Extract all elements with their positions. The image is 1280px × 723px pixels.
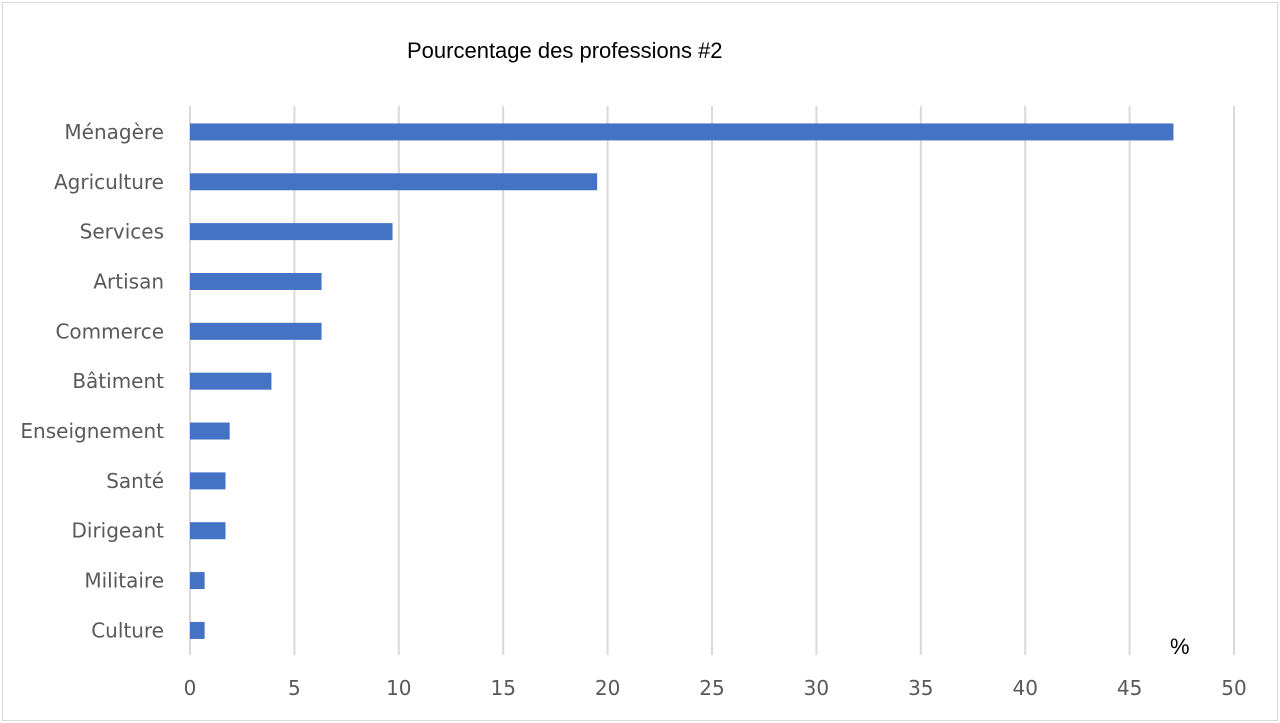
x-tick-label: 40 <box>1012 676 1037 700</box>
category-label: Services <box>80 220 164 244</box>
category-label: Enseignement <box>20 419 164 443</box>
bar <box>190 372 272 390</box>
x-tick-label: 5 <box>288 676 301 700</box>
category-label: Culture <box>91 618 164 642</box>
category-label: Santé <box>106 469 164 493</box>
x-tick-labels: 0 5 10 15 20 25 30 35 40 45 50 <box>184 676 1247 700</box>
category-label: Commerce <box>55 319 164 343</box>
gridlines <box>189 106 1235 655</box>
x-tick-label: 10 <box>386 676 411 700</box>
category-label: Artisan <box>93 269 164 293</box>
bar <box>190 422 230 440</box>
bar <box>190 173 598 191</box>
bar <box>190 621 205 639</box>
x-tick-label: 50 <box>1221 676 1246 700</box>
chart-title: Pourcentage des professions #2 <box>407 38 723 63</box>
x-axis-unit-label: % <box>1170 634 1190 659</box>
x-tick-label: 15 <box>490 676 515 700</box>
bar <box>190 272 322 290</box>
category-labels: Ménagère Agriculture Services Artisan Commer… <box>20 120 164 642</box>
category-label: Dirigeant <box>71 519 164 543</box>
bar <box>190 572 205 590</box>
x-tick-label: 25 <box>699 676 724 700</box>
category-label: Agriculture <box>54 170 164 194</box>
bar <box>190 522 226 540</box>
x-tick-label: 0 <box>184 676 197 700</box>
bar <box>190 322 322 340</box>
category-label: Bâtiment <box>72 369 164 393</box>
bars <box>190 123 1174 639</box>
bar <box>190 472 226 490</box>
x-tick-label: 45 <box>1117 676 1142 700</box>
x-tick-label: 35 <box>908 676 933 700</box>
bar <box>190 123 1174 141</box>
bar <box>190 223 393 241</box>
category-label: Militaire <box>84 569 164 593</box>
x-tick-label: 30 <box>804 676 829 700</box>
category-label: Ménagère <box>64 120 164 144</box>
x-tick-label: 20 <box>595 676 620 700</box>
